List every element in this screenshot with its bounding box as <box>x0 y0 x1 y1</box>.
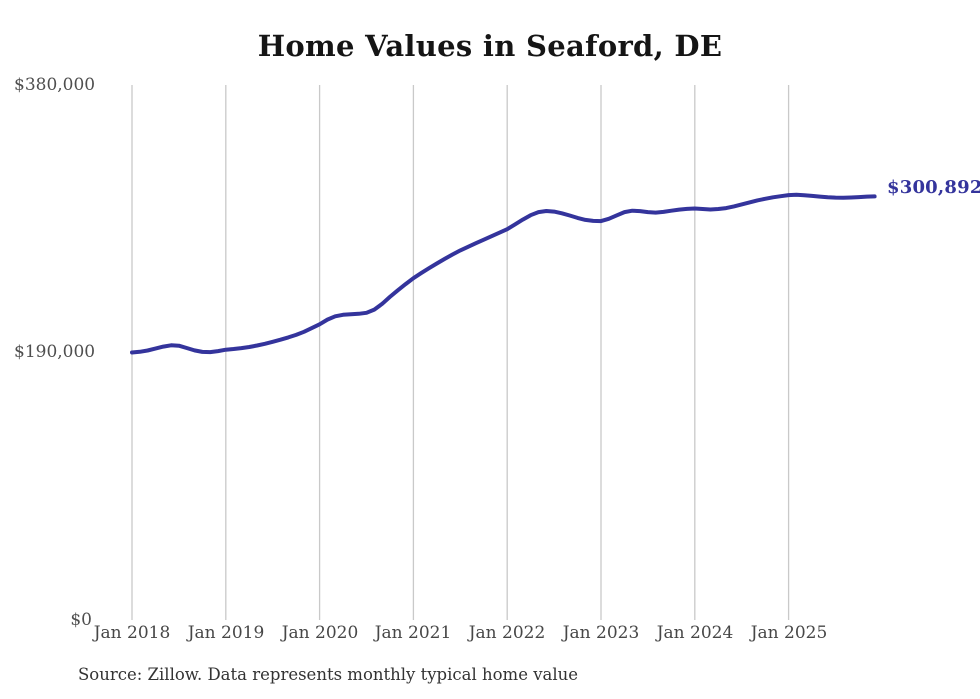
chart-title: Home Values in Seaford, DE <box>257 29 723 63</box>
y-axis-tick-190000: $190,000 <box>14 342 96 362</box>
vertical-gridlines <box>131 85 790 620</box>
x-axis-tick-jan-2023: Jan 2023 <box>562 623 640 643</box>
latest-value-label: $300,892 <box>887 177 980 198</box>
x-axis-tick-jan-2021: Jan 2021 <box>374 623 452 643</box>
x-axis-tick-jan-2025: Jan 2025 <box>750 623 828 643</box>
y-axis-tick-380000: $380,000 <box>14 75 96 95</box>
x-axis-tick-jan-2024: Jan 2024 <box>656 623 734 643</box>
x-axis-tick-jan-2020: Jan 2020 <box>281 623 359 643</box>
x-axis-tick-jan-2019: Jan 2019 <box>187 623 265 643</box>
y-axis-tick-0: $0 <box>70 610 92 630</box>
x-axis-tick-jan-2022: Jan 2022 <box>468 623 546 643</box>
source-attribution: Source: Zillow. Data represents monthly … <box>78 665 579 684</box>
home-value-line-series <box>130 192 877 355</box>
x-axis-tick-jan-2018: Jan 2018 <box>93 623 171 643</box>
